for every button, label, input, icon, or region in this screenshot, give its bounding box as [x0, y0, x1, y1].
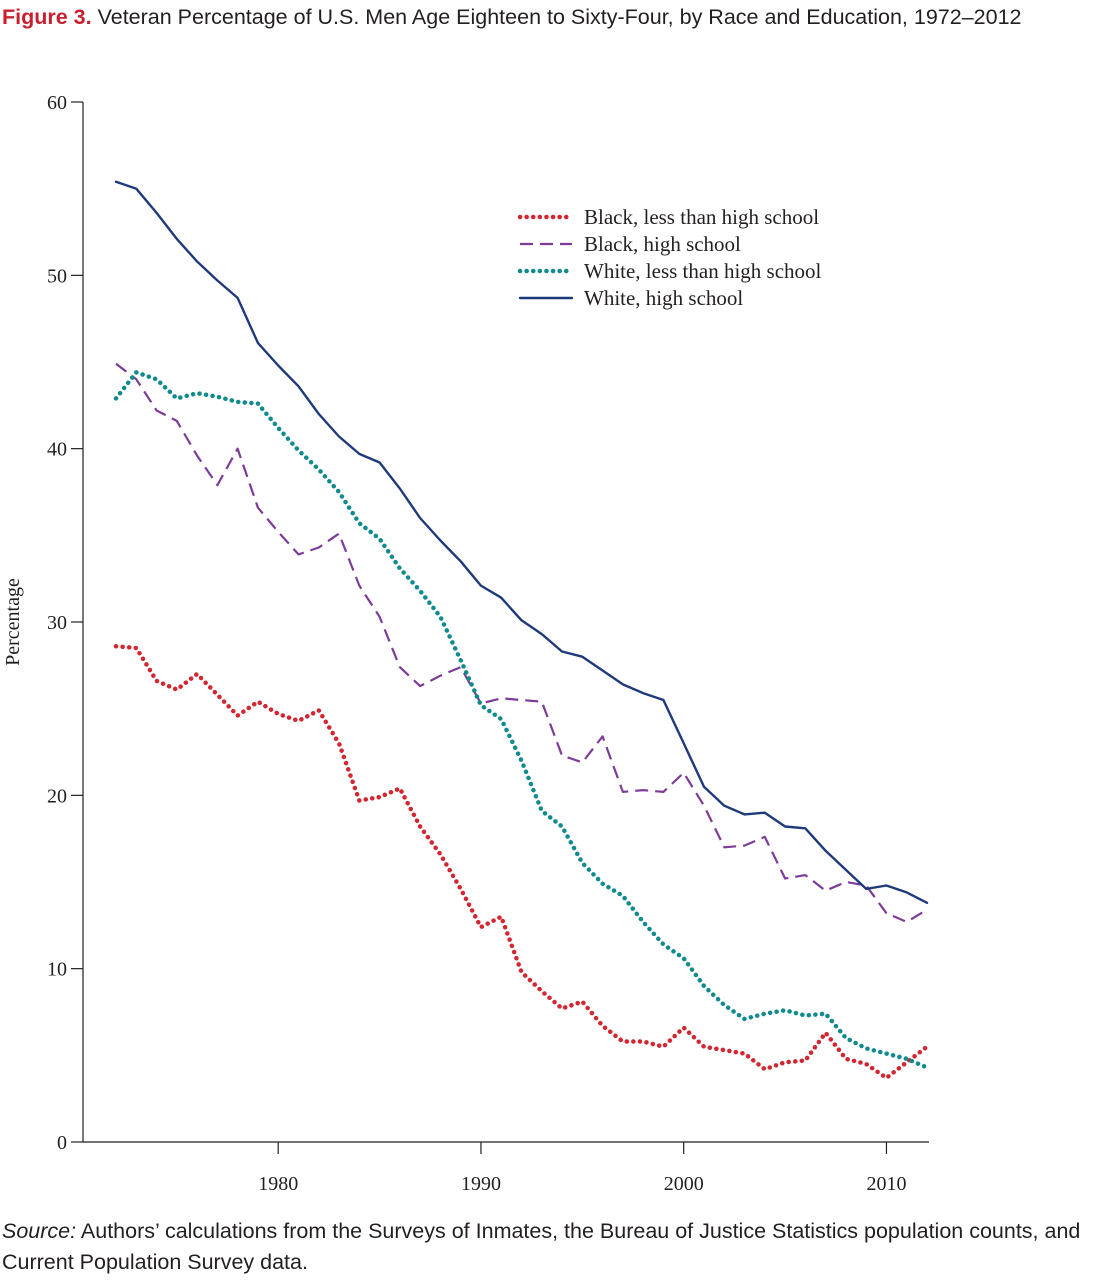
series-line-2	[115, 362, 928, 923]
x-tick-label: 1990	[461, 1173, 501, 1195]
legend: Black, less than high school Black, high …	[517, 205, 822, 310]
figure-title: Veteran Percentage of U.S. Men Age Eight…	[91, 5, 1022, 29]
y-tick-label: 20	[47, 785, 67, 807]
figure-caption: Figure 3. Veteran Percentage of U.S. Men…	[2, 2, 1107, 33]
series-lines	[113, 180, 930, 1081]
y-tick-label: 10	[47, 959, 67, 981]
y-tick-label: 60	[47, 92, 67, 114]
series-line-4	[114, 180, 929, 904]
legend-label: White, high school	[584, 286, 743, 310]
y-tick-label: 0	[57, 1132, 67, 1154]
x-tick-label: 2000	[664, 1173, 704, 1195]
y-axis-title: Percentage	[2, 578, 24, 666]
source-text: Authors’ calculations from the Surveys o…	[2, 1219, 1081, 1274]
y-tick-label: 50	[47, 265, 67, 287]
x-tick-label: 2010	[866, 1173, 906, 1195]
figure-label: Figure 3.	[2, 5, 92, 29]
series-line-1	[113, 644, 930, 1081]
legend-label: Black, less than high school	[584, 205, 819, 229]
x-tick-label: 1980	[258, 1173, 298, 1195]
y-tick-label: 40	[47, 439, 67, 461]
source-note: Source: Authors’ calculations from the S…	[2, 1216, 1112, 1278]
axes: 0 10 20 30 40 50 60 1980 1990 2000 2010	[47, 92, 929, 1195]
source-label: Source:	[2, 1219, 77, 1243]
legend-label: White, less than high school	[584, 259, 822, 283]
series-line-3	[113, 370, 930, 1070]
y-tick-label: 30	[47, 612, 67, 634]
legend-label: Black, high school	[584, 232, 741, 256]
